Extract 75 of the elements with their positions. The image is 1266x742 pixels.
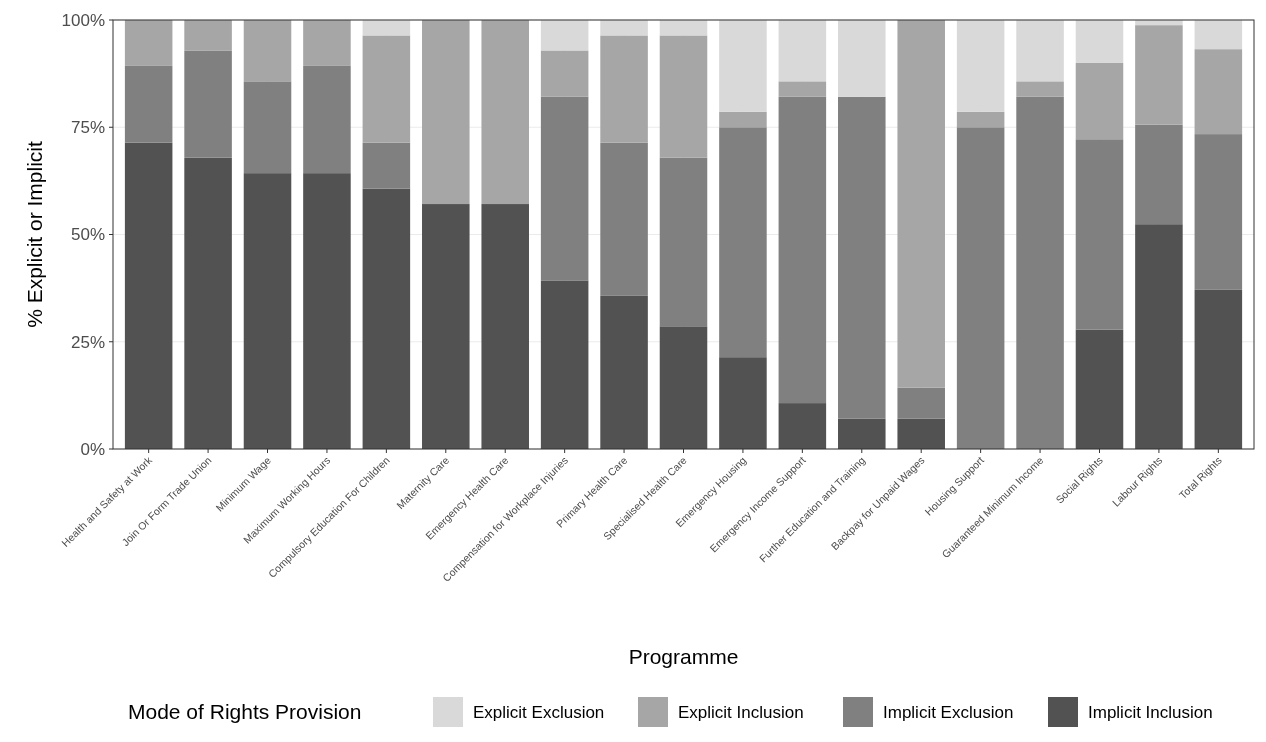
bar [481,204,529,449]
legend-label: Implicit Exclusion [883,702,1014,722]
bar [956,20,1005,112]
bar [1194,20,1243,50]
bar [1075,62,1124,140]
bar [362,20,411,36]
bar [1194,289,1243,449]
bar [600,295,648,449]
bar [184,50,232,158]
bar [1016,81,1064,97]
bar [778,96,827,404]
bar [956,111,1005,128]
bar [956,127,1005,449]
bar [540,280,589,449]
bar [778,81,827,97]
bar [362,188,411,449]
bar [600,35,648,143]
bar [659,326,708,449]
legend-label: Implicit Inclusion [1088,702,1213,722]
bar [362,142,411,189]
legend-label: Explicit Exclusion [473,702,605,722]
bar [1135,25,1183,125]
bar [362,35,411,143]
bar [540,20,589,51]
y-tick-label: 100% [61,10,105,30]
bar [540,50,589,97]
bar [1075,20,1124,63]
bar [1075,139,1124,330]
y-tick-label: 50% [70,225,105,245]
bar [659,20,708,36]
bar [897,387,945,419]
bar [303,173,351,449]
bar [1016,20,1064,82]
bar [422,204,470,449]
bar [719,127,767,358]
bar [303,20,351,66]
bar [778,20,827,82]
bar [838,418,886,449]
bar [1194,49,1243,135]
bar [243,81,292,174]
y-axis-title: % Explicit or Implicit [23,140,46,328]
bar [184,157,232,449]
bar [600,142,648,296]
bar [838,96,886,419]
bar [243,173,292,449]
bar [124,20,173,66]
legend-title: Mode of Rights Provision [128,700,362,724]
bar [897,418,945,449]
bar [659,35,708,158]
bar [303,65,351,174]
bar [600,20,648,36]
bar [838,20,886,97]
x-axis-title: Programme [628,645,739,668]
legend-label: Explicit Inclusion [678,702,804,722]
bar [719,357,767,449]
bar [1135,124,1183,225]
bar [719,111,767,128]
bar [422,20,470,205]
bar [1016,96,1064,449]
bar [659,157,708,327]
bar [124,65,173,143]
bar [1075,329,1124,449]
bar [540,96,589,281]
y-tick-label: 0% [80,439,105,459]
bar [124,142,173,449]
bar [481,20,529,205]
bar [1194,134,1243,290]
bar [719,20,767,112]
bar [778,403,827,449]
bar [184,20,232,51]
y-tick-label: 25% [70,332,105,352]
y-tick-label: 75% [70,118,105,138]
bar [1135,224,1183,449]
bar [243,20,292,82]
bar [897,20,945,388]
